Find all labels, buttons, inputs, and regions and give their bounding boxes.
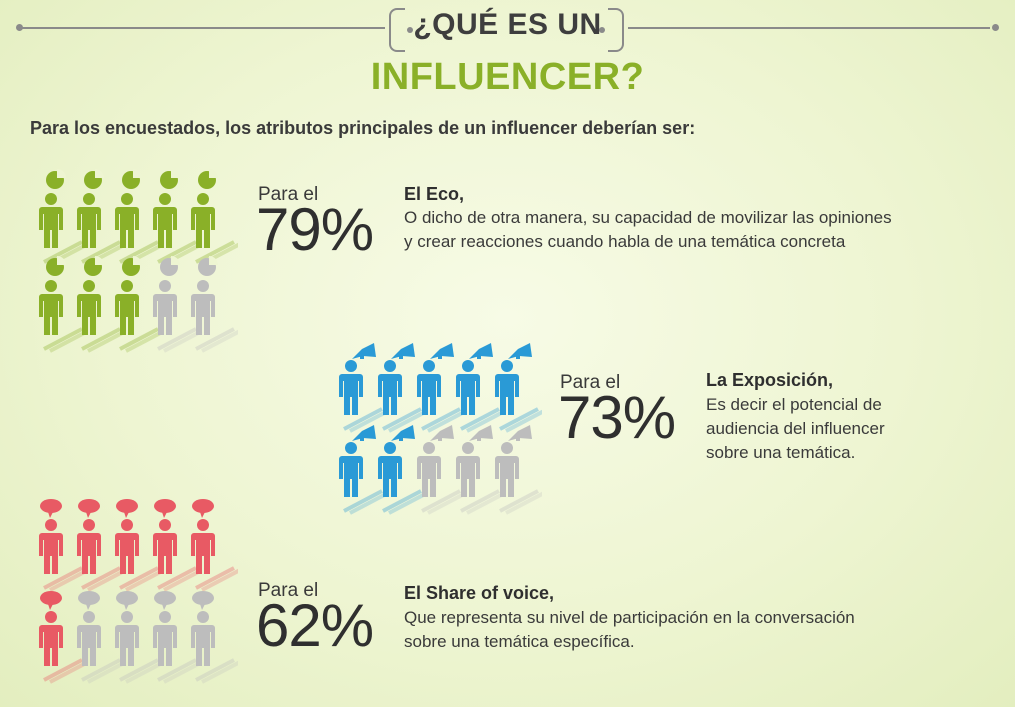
speech-bubble-person-icon	[74, 494, 124, 594]
pie-chart-person-icon	[74, 255, 124, 355]
title-dot-left	[407, 27, 413, 33]
megaphone-person-icon	[375, 417, 425, 517]
title-line-1: ¿QUÉ ES UN	[413, 8, 602, 41]
title-rule-left	[20, 27, 385, 29]
megaphone-person-icon	[492, 335, 542, 435]
share-of-voice-heading: El Share of voice,	[404, 583, 555, 603]
speech-bubble-person-icon	[150, 494, 200, 594]
megaphone-person-icon	[336, 335, 386, 435]
pie-chart-person-icon	[36, 168, 86, 268]
exposicion-heading: La Exposición,	[706, 370, 834, 390]
pie-chart-person-icon	[112, 168, 162, 268]
share-of-voice-para-label: Para el	[258, 580, 319, 601]
title-dot-right	[599, 27, 605, 33]
speech-bubble-person-icon	[188, 494, 238, 594]
megaphone-person-icon	[375, 335, 425, 435]
pie-chart-person-icon	[188, 168, 238, 268]
speech-bubble-person-icon	[112, 494, 162, 594]
pie-chart-person-icon	[188, 255, 238, 355]
eco-desc-1: O dicho de otra manera, su capacidad de …	[404, 208, 892, 227]
pie-chart-person-icon	[36, 255, 86, 355]
exposicion-desc-1: Es decir el potencial de	[706, 395, 882, 414]
intro-text: Para los encuestados, los atributos prin…	[30, 118, 696, 138]
eco-figures-grid	[36, 168, 246, 353]
speech-bubble-person-icon	[36, 494, 86, 594]
megaphone-person-icon	[414, 335, 464, 435]
title-rule-right	[628, 27, 990, 29]
speech-bubble-person-icon	[188, 586, 238, 686]
title-rule-dot-left	[16, 24, 23, 31]
megaphone-person-icon	[453, 335, 503, 435]
exposicion-para-label: Para el	[560, 372, 621, 393]
eco-desc-2: y crear reacciones cuando habla de una t…	[404, 232, 846, 251]
pie-chart-person-icon	[150, 168, 200, 268]
share-of-voice-desc-1: Que representa su nivel de participación…	[404, 608, 855, 627]
speech-bubble-person-icon	[74, 586, 124, 686]
speech-bubble-person-icon	[36, 586, 86, 686]
pie-chart-person-icon	[150, 255, 200, 355]
share-of-voice-desc-2: sobre una temática específica.	[404, 632, 635, 651]
pie-chart-person-icon	[112, 255, 162, 355]
eco-heading: El Eco,	[404, 184, 465, 204]
title-rule-dot-right	[992, 24, 999, 31]
exposicion-figures-grid	[336, 335, 576, 515]
megaphone-person-icon	[492, 417, 542, 517]
exposicion-percent: 73%	[558, 384, 676, 451]
share-of-voice-figures-grid	[36, 494, 251, 684]
speech-bubble-person-icon	[150, 586, 200, 686]
exposicion-desc-3: sobre una temática.	[706, 443, 856, 462]
title-frame-left	[389, 8, 405, 52]
megaphone-person-icon	[336, 417, 386, 517]
eco-percent: 79%	[256, 196, 374, 263]
title-line-2: INFLUENCER?	[370, 56, 645, 98]
eco-para-label: Para el	[258, 184, 319, 205]
megaphone-person-icon	[414, 417, 464, 517]
share-of-voice-percent: 62%	[256, 592, 374, 659]
megaphone-person-icon	[453, 417, 503, 517]
speech-bubble-person-icon	[112, 586, 162, 686]
title-frame-right	[608, 8, 624, 52]
exposicion-desc-2: audiencia del influencer	[706, 419, 885, 438]
